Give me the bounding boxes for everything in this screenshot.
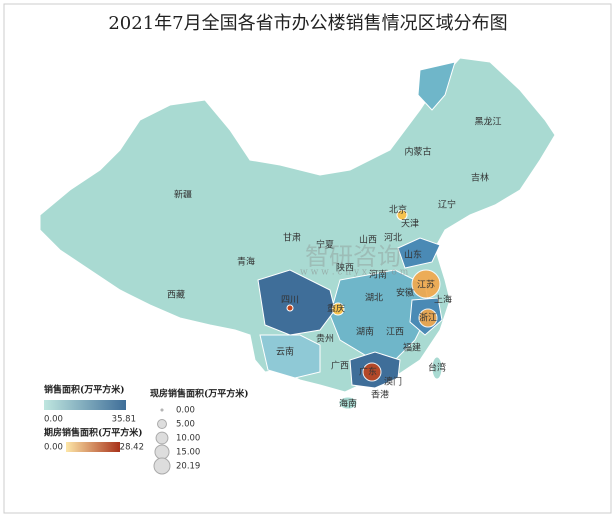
bubble [411, 269, 441, 299]
region-label: 黑龙江 [474, 116, 501, 128]
legend-title: 期房销售面积(万平方米) [44, 427, 143, 439]
size-swatch [160, 408, 164, 412]
watermark: 智研咨询 [305, 243, 401, 271]
size-label: 20.19 [176, 462, 200, 472]
legend-bar [44, 400, 126, 410]
taiwan [431, 356, 443, 380]
legend-bar [66, 442, 120, 452]
region-label: 香港 [371, 389, 389, 401]
bubble [418, 308, 438, 328]
region-label: 新疆 [174, 189, 192, 201]
bubble [396, 209, 408, 221]
region-label: 澳门 [384, 376, 402, 388]
region-label: 广东 [359, 366, 377, 378]
region-label: 贵州 [316, 333, 334, 345]
region-label: 江苏 [417, 279, 435, 291]
region-label: 台湾 [428, 362, 446, 374]
region-label: 宁夏 [316, 239, 334, 251]
region-label: 湖南 [356, 326, 374, 338]
title: 2021年7月全国各省市办公楼销售情况区域分布图 [108, 13, 507, 34]
region-label: 天津 [401, 219, 419, 230]
region-label: 北京 [389, 204, 407, 216]
size-label: 0.00 [176, 406, 195, 416]
region-label: 山东 [404, 249, 422, 261]
size-label: 5.00 [176, 420, 195, 430]
size-swatch [153, 457, 171, 475]
region-label: 西藏 [167, 289, 185, 301]
region-label: 海南 [339, 398, 357, 410]
size-label: 10.00 [176, 434, 200, 444]
region-label: 重庆 [327, 303, 345, 315]
region-label: 湖北 [365, 293, 383, 304]
legend-max: 35.81 [112, 415, 136, 425]
region-east [417, 61, 456, 111]
region-label: 四川 [281, 296, 299, 306]
region-label: 山西 [359, 235, 377, 246]
region-mid [259, 334, 321, 379]
size-swatch [155, 431, 169, 445]
legend-min: 0.00 [44, 443, 63, 453]
legend-title: 销售面积(万平方米) [44, 384, 125, 396]
bubble [331, 302, 345, 316]
region-label: 吉林 [471, 172, 489, 184]
bubble [286, 304, 294, 312]
region-label: 青海 [237, 256, 255, 268]
size-swatch [157, 419, 167, 429]
region-label: 甘肃 [283, 232, 301, 244]
region-label: 广西 [331, 360, 349, 372]
size-swatch [154, 444, 170, 460]
size-label: 15.00 [176, 448, 200, 458]
watermark-url: w w w . c h y x x . c o m [300, 268, 409, 278]
region-label: 福建 [403, 342, 421, 354]
region-sichuan [257, 269, 336, 336]
hainan [338, 396, 358, 410]
region-shandong [397, 237, 441, 269]
region-label: 浙江 [419, 312, 437, 324]
legend-max: 28.42 [120, 443, 144, 453]
region-label: 江西 [386, 327, 404, 338]
region-label: 安徽 [396, 287, 414, 299]
region-label: 河南 [369, 269, 387, 281]
region-label: 云南 [276, 346, 294, 358]
region-label: 上海 [434, 294, 452, 306]
legend-title: 现房销售面积(万平方米) [150, 388, 249, 400]
china-map [39, 57, 556, 410]
region-label: 陕西 [336, 262, 354, 274]
region-label: 内蒙古 [404, 146, 431, 158]
bubbles [286, 209, 441, 382]
legend-min: 0.00 [44, 415, 63, 425]
region-label: 辽宁 [438, 199, 456, 211]
size-legend: 0.00 5.00 10.00 15.00 20.19 [153, 406, 200, 475]
region-mid [329, 269, 431, 361]
bubble [362, 362, 382, 382]
region-label: 河北 [384, 232, 402, 244]
